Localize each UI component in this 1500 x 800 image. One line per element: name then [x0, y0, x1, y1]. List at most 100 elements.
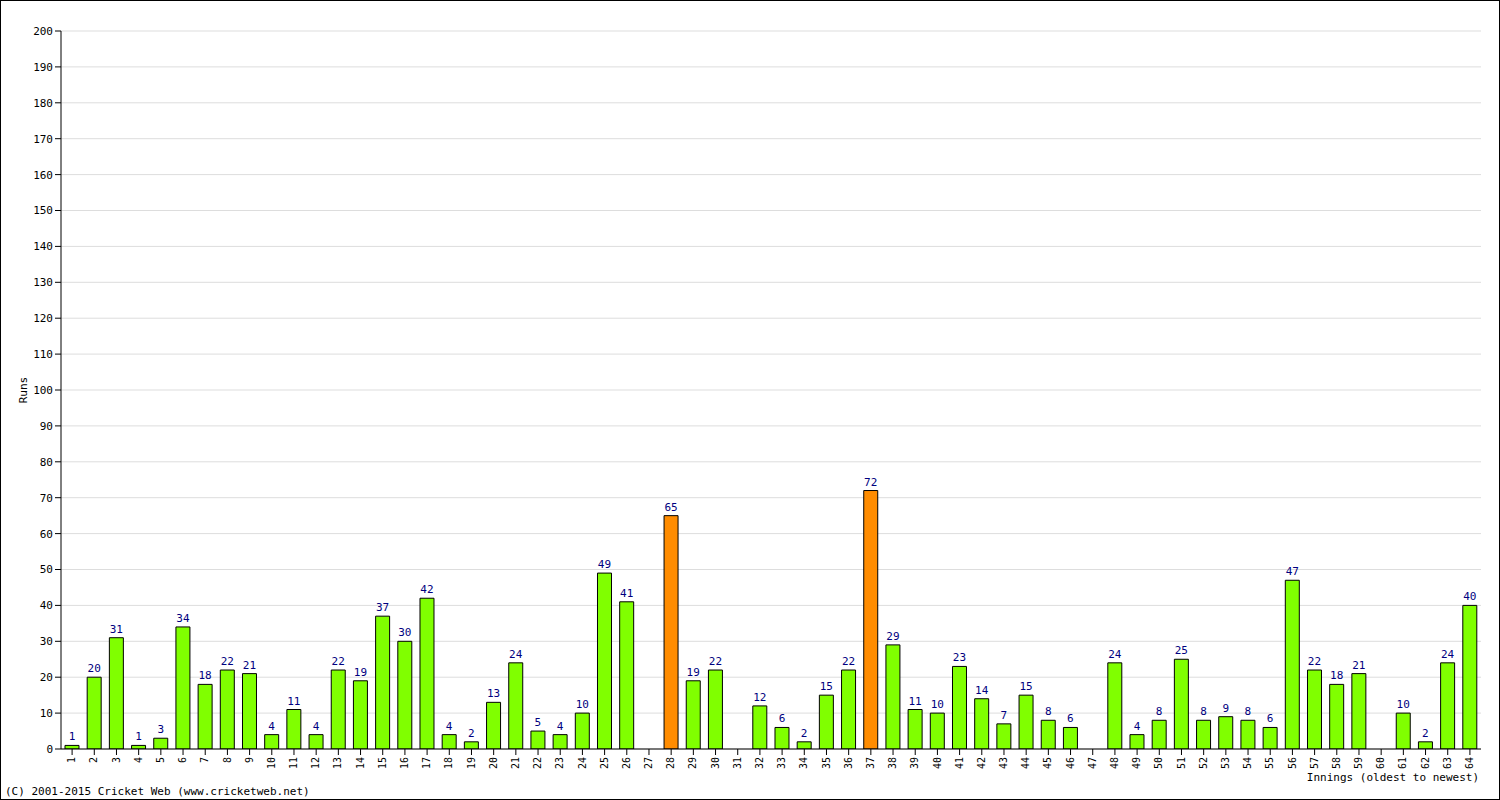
svg-text:40: 40: [1463, 590, 1476, 603]
svg-text:23: 23: [554, 757, 565, 769]
svg-text:90: 90: [40, 420, 53, 433]
svg-text:4: 4: [557, 720, 564, 733]
svg-text:4: 4: [313, 720, 320, 733]
svg-text:10: 10: [266, 757, 277, 769]
svg-text:30: 30: [40, 635, 53, 648]
svg-text:130: 130: [33, 276, 53, 289]
svg-text:8: 8: [1156, 705, 1163, 718]
svg-text:9: 9: [244, 757, 255, 763]
svg-text:11: 11: [908, 695, 921, 708]
svg-text:12: 12: [310, 757, 321, 769]
svg-text:6: 6: [1067, 712, 1074, 725]
svg-text:60: 60: [40, 528, 53, 541]
svg-text:58: 58: [1331, 757, 1342, 769]
svg-text:0: 0: [46, 743, 53, 756]
svg-text:47: 47: [1286, 565, 1299, 578]
svg-text:20: 20: [488, 757, 499, 769]
svg-text:8: 8: [1245, 705, 1252, 718]
svg-text:42: 42: [420, 583, 433, 596]
svg-text:15: 15: [377, 757, 388, 769]
svg-text:72: 72: [864, 476, 877, 489]
svg-text:18: 18: [443, 757, 454, 769]
svg-text:2: 2: [88, 757, 99, 763]
svg-text:22: 22: [332, 655, 345, 668]
svg-text:5: 5: [535, 716, 542, 729]
svg-text:61: 61: [1397, 757, 1408, 769]
svg-text:40: 40: [40, 599, 53, 612]
svg-text:3: 3: [157, 723, 164, 736]
svg-text:24: 24: [577, 757, 588, 769]
svg-text:10: 10: [40, 707, 53, 720]
svg-text:62: 62: [1420, 757, 1431, 769]
svg-text:2: 2: [801, 727, 808, 740]
svg-text:45: 45: [1042, 757, 1053, 769]
svg-text:31: 31: [732, 757, 743, 769]
svg-text:34: 34: [176, 612, 190, 625]
svg-text:47: 47: [1087, 757, 1098, 769]
svg-text:14: 14: [975, 684, 989, 697]
svg-text:53: 53: [1220, 757, 1231, 769]
svg-text:Runs: Runs: [17, 377, 30, 404]
svg-text:140: 140: [33, 240, 53, 253]
svg-text:21: 21: [243, 659, 256, 672]
svg-text:180: 180: [33, 97, 53, 110]
svg-text:63: 63: [1442, 757, 1453, 769]
svg-text:44: 44: [1020, 757, 1031, 769]
svg-text:4: 4: [133, 757, 144, 763]
svg-text:17: 17: [421, 757, 432, 769]
svg-text:28: 28: [665, 757, 676, 769]
svg-text:2: 2: [1422, 727, 1429, 740]
svg-text:21: 21: [1352, 659, 1365, 672]
svg-text:150: 150: [33, 204, 53, 217]
svg-text:13: 13: [487, 687, 500, 700]
svg-text:19: 19: [687, 666, 700, 679]
svg-text:110: 110: [33, 348, 53, 361]
svg-text:6: 6: [779, 712, 786, 725]
svg-text:9: 9: [1222, 702, 1229, 715]
svg-text:6: 6: [177, 757, 188, 763]
svg-text:4: 4: [268, 720, 275, 733]
svg-text:25: 25: [1175, 644, 1188, 657]
svg-text:35: 35: [821, 757, 832, 769]
svg-text:19: 19: [354, 666, 367, 679]
svg-text:57: 57: [1309, 757, 1320, 769]
svg-text:3: 3: [111, 757, 122, 763]
svg-text:15: 15: [820, 680, 833, 693]
svg-text:41: 41: [620, 587, 633, 600]
svg-text:59: 59: [1353, 757, 1364, 769]
svg-text:34: 34: [798, 757, 809, 769]
svg-text:120: 120: [33, 312, 53, 325]
svg-text:30: 30: [710, 757, 721, 769]
svg-text:18: 18: [1330, 669, 1343, 682]
svg-text:1: 1: [69, 730, 76, 743]
svg-text:26: 26: [621, 757, 632, 769]
svg-text:37: 37: [865, 757, 876, 769]
svg-text:38: 38: [887, 757, 898, 769]
svg-text:1: 1: [135, 730, 142, 743]
svg-text:10: 10: [576, 698, 589, 711]
svg-text:65: 65: [664, 501, 677, 514]
svg-text:49: 49: [598, 558, 611, 571]
svg-text:4: 4: [446, 720, 453, 733]
svg-text:10: 10: [1397, 698, 1410, 711]
svg-text:25: 25: [599, 757, 610, 769]
svg-text:14: 14: [355, 757, 366, 769]
svg-text:5: 5: [155, 757, 166, 763]
svg-text:29: 29: [687, 757, 698, 769]
svg-text:18: 18: [198, 669, 211, 682]
svg-text:22: 22: [221, 655, 234, 668]
svg-text:33: 33: [776, 757, 787, 769]
svg-text:56: 56: [1287, 757, 1298, 769]
svg-text:19: 19: [466, 757, 477, 769]
svg-text:37: 37: [376, 601, 389, 614]
svg-text:49: 49: [1131, 757, 1142, 769]
svg-text:11: 11: [288, 757, 299, 769]
svg-text:16: 16: [399, 757, 410, 769]
svg-text:20: 20: [40, 671, 53, 684]
svg-text:11: 11: [287, 695, 300, 708]
svg-text:22: 22: [1308, 655, 1321, 668]
svg-text:80: 80: [40, 456, 53, 469]
svg-text:1: 1: [66, 757, 77, 763]
svg-text:29: 29: [886, 630, 899, 643]
svg-text:64: 64: [1464, 757, 1475, 769]
